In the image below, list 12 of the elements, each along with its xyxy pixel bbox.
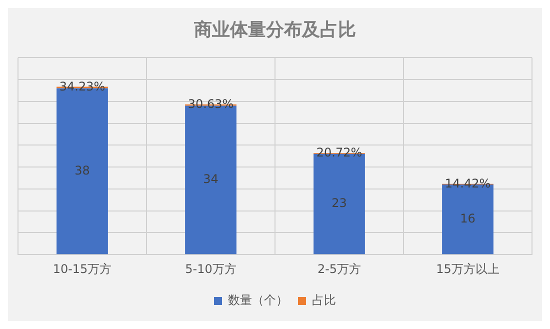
x-tick-label: 2-5万方 (317, 262, 362, 276)
legend-label: 数量（个） (228, 293, 288, 308)
data-label: 38 (74, 163, 90, 178)
x-tick-label: 5-10万方 (185, 262, 236, 276)
data-label: 16 (460, 211, 476, 226)
chart-title: 商业体量分布及占比 (193, 19, 356, 40)
legend-label: 占比 (312, 293, 336, 308)
data-label: 23 (332, 196, 347, 210)
data-label: 20.72% (316, 146, 362, 160)
data-label: 34 (203, 172, 218, 186)
x-tick-label: 15万方以上 (436, 262, 500, 276)
x-tick-label: 10-15万方 (52, 262, 112, 276)
